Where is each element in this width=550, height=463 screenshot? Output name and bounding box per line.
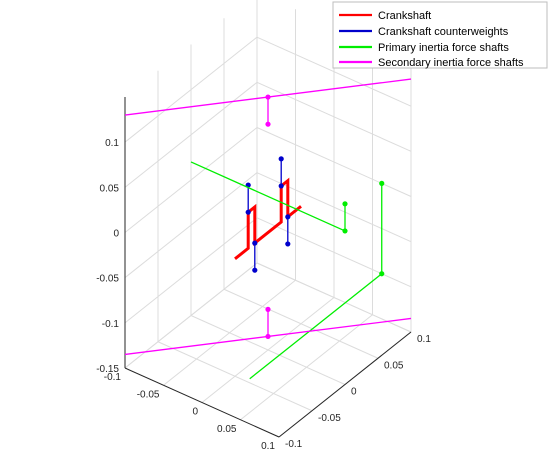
wall2-grid-z-0 xyxy=(256,262,412,333)
wall1-grid-z-4 xyxy=(124,81,258,188)
series-secondary-inertia-force-shafts-marker-3-1 xyxy=(265,306,271,312)
z-tick-label-2: -0.05 xyxy=(96,274,119,285)
series-crankshaft xyxy=(234,177,302,260)
series-crankshaft-line-0 xyxy=(234,177,302,260)
series-crankshaft-counterweights-marker-1-1 xyxy=(278,156,284,162)
x-tick-label-4: 0.1 xyxy=(261,441,275,452)
series-crankshaft-counterweights-marker-2-1 xyxy=(252,267,258,273)
legend-label-crankshaft: Crankshaft xyxy=(378,10,431,22)
series-primary-inertia-force-shafts-marker-1-1 xyxy=(342,201,348,207)
x-axis-line xyxy=(124,367,280,438)
series-primary-inertia-force-shafts-line-0 xyxy=(190,161,346,232)
y-tick-label-0: -0.1 xyxy=(285,439,303,450)
series-secondary-inertia-force-shafts-marker-1-0 xyxy=(265,94,271,100)
wall2-grid-z-5 xyxy=(256,36,412,107)
series-crankshaft-counterweights-marker-0-1 xyxy=(285,241,291,247)
series-crankshaft-counterweights-marker-2-0 xyxy=(252,240,258,246)
z-tick-label-4: 0.05 xyxy=(100,183,120,194)
legend-label-primary-shafts: Primary inertia force shafts xyxy=(378,42,509,54)
legend-box xyxy=(332,1,548,69)
series-crankshaft-counterweights-marker-0-0 xyxy=(285,214,291,220)
legend-label-counterweights: Crankshaft counterweights xyxy=(378,26,509,38)
wall2-grid-z-1 xyxy=(256,217,412,288)
legend: Crankshaft Crankshaft counterweights Pri… xyxy=(332,1,548,69)
wall1-grid-z-2 xyxy=(124,172,258,279)
series-primary-inertia-force-shafts xyxy=(190,161,385,380)
floor-grid-y-2 xyxy=(190,315,346,385)
z-tick-label-3: 0 xyxy=(113,229,119,240)
z-tick-label-5: 0.1 xyxy=(105,138,119,149)
series-crankshaft-counterweights-marker-3-0 xyxy=(245,209,251,215)
wall1-grid-z-3 xyxy=(124,127,258,233)
series-secondary-inertia-force-shafts-marker-1-1 xyxy=(265,121,271,127)
wall1-grid-z-5 xyxy=(124,36,258,143)
series-secondary-inertia-force-shafts xyxy=(124,78,412,356)
wall1-grid-z-1 xyxy=(124,217,258,324)
floor-grid-y-3 xyxy=(223,288,379,359)
x-tick-label-3: 0.05 xyxy=(217,424,237,435)
series-secondary-inertia-force-shafts-marker-3-0 xyxy=(265,333,271,340)
y-tick-label-2: 0 xyxy=(351,387,357,398)
x-tick-label-0: -0.1 xyxy=(104,372,122,383)
series-crankshaft-counterweights xyxy=(245,156,291,273)
y-axis-line xyxy=(278,331,412,438)
wall2-grid-z-3 xyxy=(256,127,412,197)
z-tick-label-1: -0.1 xyxy=(102,319,120,330)
x-tick-label-1: -0.05 xyxy=(137,389,160,400)
y-tick-label-4: 0.1 xyxy=(417,334,431,345)
x-tick-label-2: 0 xyxy=(192,407,198,418)
y-tick-label-3: 0.05 xyxy=(384,360,404,371)
y-tick-label-1: -0.05 xyxy=(318,413,341,424)
series-primary-inertia-force-shafts-marker-2-0 xyxy=(379,180,385,186)
data-series xyxy=(124,78,412,380)
wall2-grid-z-4 xyxy=(256,81,412,152)
floor-grid-y-1 xyxy=(157,341,313,412)
legend-label-secondary-shafts: Secondary inertia force shafts xyxy=(378,57,524,69)
series-primary-inertia-force-shafts-line-3 xyxy=(249,273,383,380)
series-crankshaft-counterweights-marker-1-0 xyxy=(278,183,284,189)
axes xyxy=(124,97,412,438)
series-primary-inertia-force-shafts-marker-1-0 xyxy=(342,228,348,234)
wall1-grid-z-0 xyxy=(124,262,258,369)
z-tick-label-0: -0.15 xyxy=(96,364,119,375)
